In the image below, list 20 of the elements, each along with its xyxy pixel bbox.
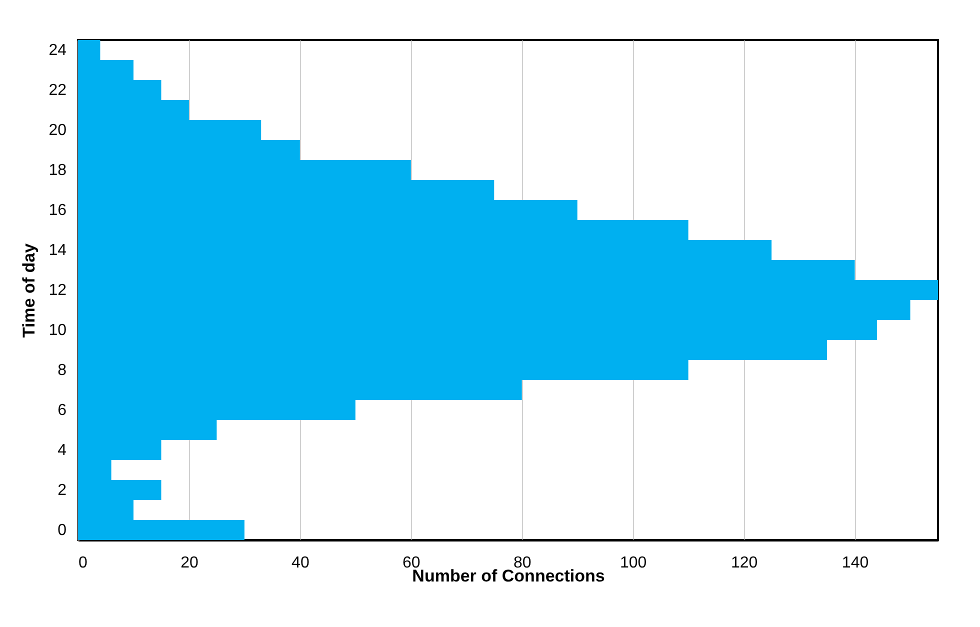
y-tick-label: 22	[48, 82, 67, 99]
y-axis-title: Time of day	[20, 242, 39, 338]
x-tick-label: 20	[180, 554, 198, 572]
y-tick-label: 14	[48, 242, 67, 259]
x-tick-label: 40	[292, 554, 310, 572]
x-tick-label: 0	[78, 554, 88, 572]
y-tick-label: 10	[48, 322, 67, 339]
y-tick-label: 24	[48, 42, 67, 59]
x-tick-label: 100	[620, 554, 647, 572]
y-tick-label: 12	[48, 282, 67, 299]
y-tick-label: 6	[58, 402, 67, 419]
y-tick-label: 16	[48, 202, 67, 219]
y-tick-label: 4	[58, 442, 67, 459]
x-tick-label: 120	[730, 554, 758, 572]
y-tick-label: 20	[48, 122, 67, 139]
x-tick-label: 140	[842, 554, 869, 572]
y-tick-label: 2	[58, 482, 67, 499]
y-tick-label: 0	[58, 522, 67, 539]
y-tick-label: 8	[58, 362, 67, 379]
y-tick-label: 18	[48, 162, 67, 179]
